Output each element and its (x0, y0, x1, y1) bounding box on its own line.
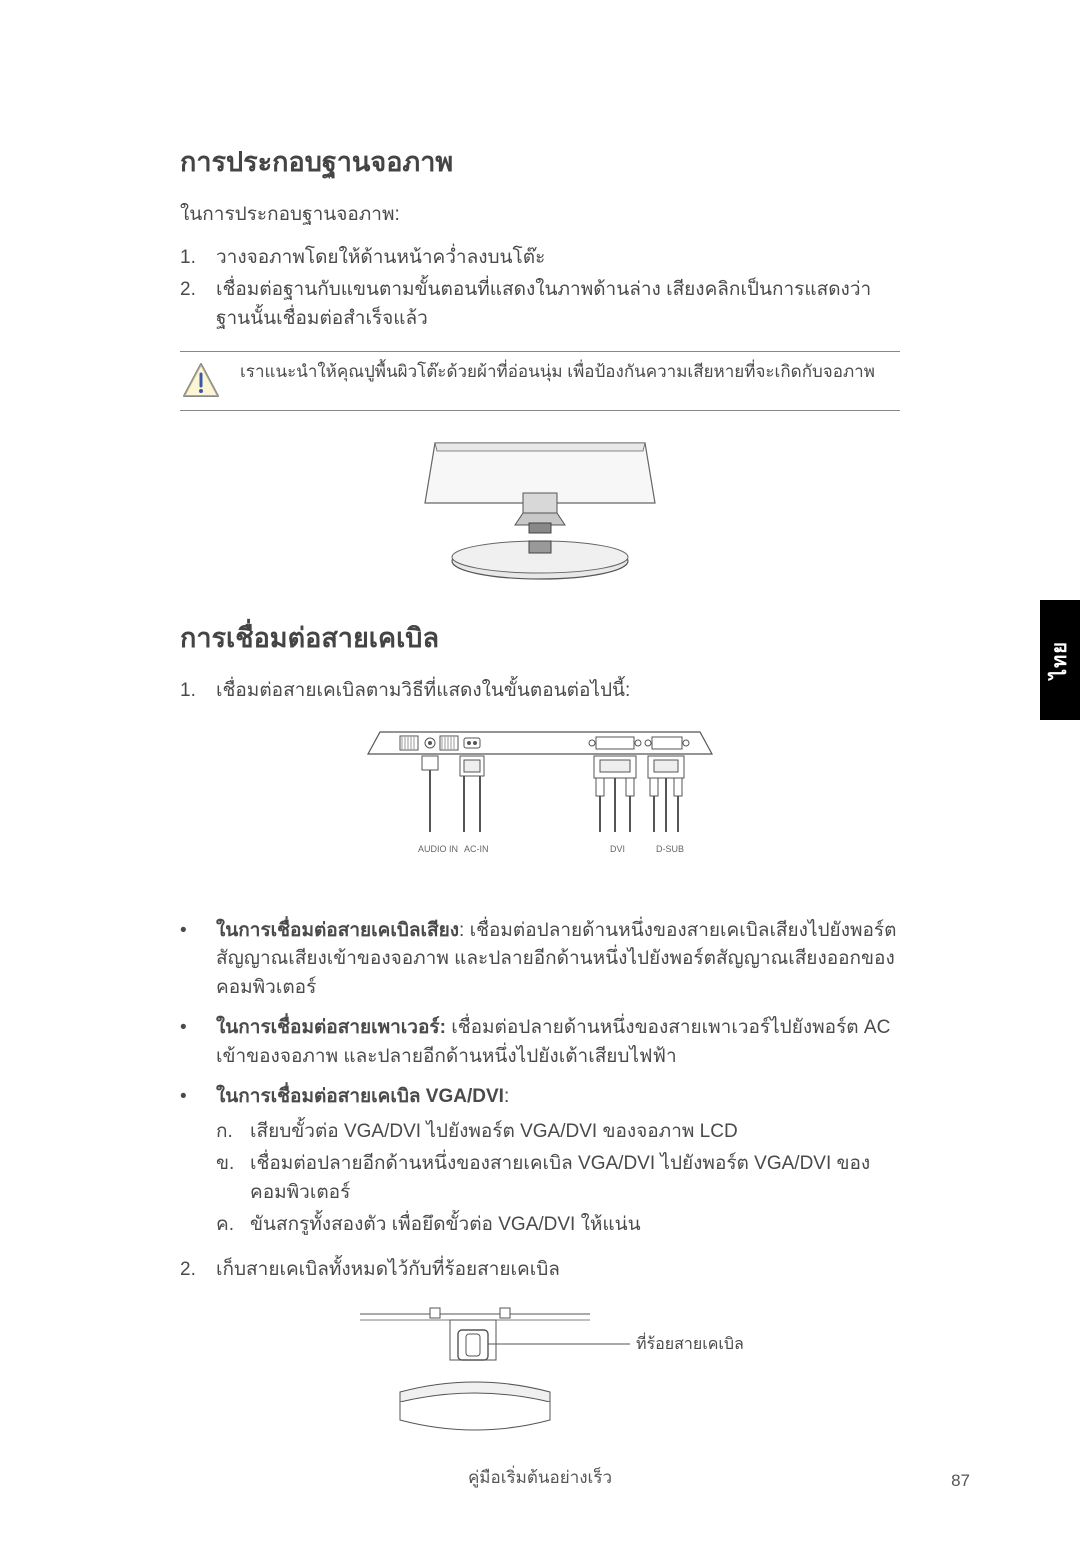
heading-assemble-base: การประกอบฐานจอภาพ (180, 140, 900, 183)
caution-text: เราแนะนำให้คุณปูพื้นผิวโต๊ะด้วยผ้าที่อ่อ… (240, 360, 875, 385)
step-1: 1. วางจอภาพโดยให้ด้านหน้าคว่ำลงบนโต๊ะ (180, 244, 900, 273)
caution-note: เราแนะนำให้คุณปูพื้นผิวโต๊ะด้วยผ้าที่อ่อ… (180, 351, 900, 411)
cable-bullets: • ในการเชื่อมต่อสายเคเบิลเสียง: เชื่อมต่… (180, 917, 900, 1244)
cable-step-1: 1. เชื่อมต่อสายเคเบิลตามวิธีที่แสดงในขั้… (180, 677, 900, 706)
cable-step-2-list: 2. เก็บสายเคเบิลทั้งหมดไว้กับที่ร้อยสายเ… (180, 1256, 900, 1285)
sub-c: ค. ขันสกรูทั้งสองตัว เพื่อยึดขั้วต่อ VGA… (216, 1211, 900, 1240)
page-content: การประกอบฐานจอภาพ ในการประกอบฐานจอภาพ: 1… (0, 0, 1080, 1545)
cable-steps: 1. เชื่อมต่อสายเคเบิลตามวิธีที่แสดงในขั้… (180, 677, 900, 706)
vga-sub-list: ก. เสียบขั้วต่อ VGA/DVI ไปยังพอร์ต VGA/D… (216, 1118, 900, 1240)
assembly-steps: 1. วางจอภาพโดยให้ด้านหน้าคว่ำลงบนโต๊ะ 2.… (180, 244, 900, 334)
language-tab-text: ไทย (1044, 641, 1076, 679)
bullet-title: ในการเชื่อมต่อสายเคเบิลเสียง (216, 920, 459, 941)
port-label-dvi: DVI (610, 844, 625, 854)
bullet-vga-dvi: • ในการเชื่อมต่อสายเคเบิล VGA/DVI: ก. เส… (180, 1083, 900, 1244)
step-text: วางจอภาพโดยให้ด้านหน้าคว่ำลงบนโต๊ะ (216, 244, 900, 273)
port-label-audio: AUDIO IN (418, 844, 458, 854)
page-number: 87 (951, 1471, 970, 1491)
bullet-title: ในการเชื่อมต่อสายเพาเวอร์: (216, 1017, 446, 1038)
bullet-audio: • ในการเชื่อมต่อสายเคเบิลเสียง: เชื่อมต่… (180, 917, 900, 1003)
callout-cable-holder: ที่ร้อยสายเคเบิล (636, 1332, 744, 1353)
figure-cable-holder: ที่ร้อยสายเคเบิล (180, 1302, 900, 1457)
bullet-title: ในการเชื่อมต่อสายเคเบิล VGA/DVI (216, 1086, 504, 1107)
step-number: 2. (180, 276, 216, 333)
sub-b: ข. เชื่อมต่อปลายอีกด้านหนึ่งของสายเคเบิล… (216, 1150, 900, 1207)
bullet-power: • ในการเชื่อมต่อสายเพาเวอร์: เชื่อมต่อปล… (180, 1014, 900, 1071)
footer-title: คู่มือเริ่มต้นอย่างเร็ว (0, 1464, 1080, 1491)
port-label-ac: AC-IN (464, 844, 489, 854)
port-label-dsub: D-SUB (656, 844, 684, 854)
heading-connect-cables: การเชื่อมต่อสายเคเบิล (180, 616, 900, 659)
step-text: เชื่อมต่อฐานกับแขนตามขั้นตอนที่แสดงในภาพ… (216, 276, 900, 333)
step-number: 2. (180, 1256, 216, 1285)
figure-base-assembly (180, 433, 900, 588)
step-text: เก็บสายเคเบิลทั้งหมดไว้กับที่ร้อยสายเคเบ… (216, 1256, 900, 1285)
step-number: 1. (180, 244, 216, 273)
step-text: เชื่อมต่อสายเคเบิลตามวิธีที่แสดงในขั้นตอ… (216, 677, 900, 706)
caution-icon (180, 360, 222, 402)
step-number: 1. (180, 677, 216, 706)
intro-text: ในการประกอบฐานจอภาพ: (180, 201, 900, 230)
figure-ports: AUDIO IN AC-IN DVI D-SUB (180, 724, 900, 889)
sub-a: ก. เสียบขั้วต่อ VGA/DVI ไปยังพอร์ต VGA/D… (216, 1118, 900, 1147)
language-tab: ไทย (1040, 600, 1080, 720)
step-2: 2. เชื่อมต่อฐานกับแขนตามขั้นตอนที่แสดงใน… (180, 276, 900, 333)
cable-step-2: 2. เก็บสายเคเบิลทั้งหมดไว้กับที่ร้อยสายเ… (180, 1256, 900, 1285)
